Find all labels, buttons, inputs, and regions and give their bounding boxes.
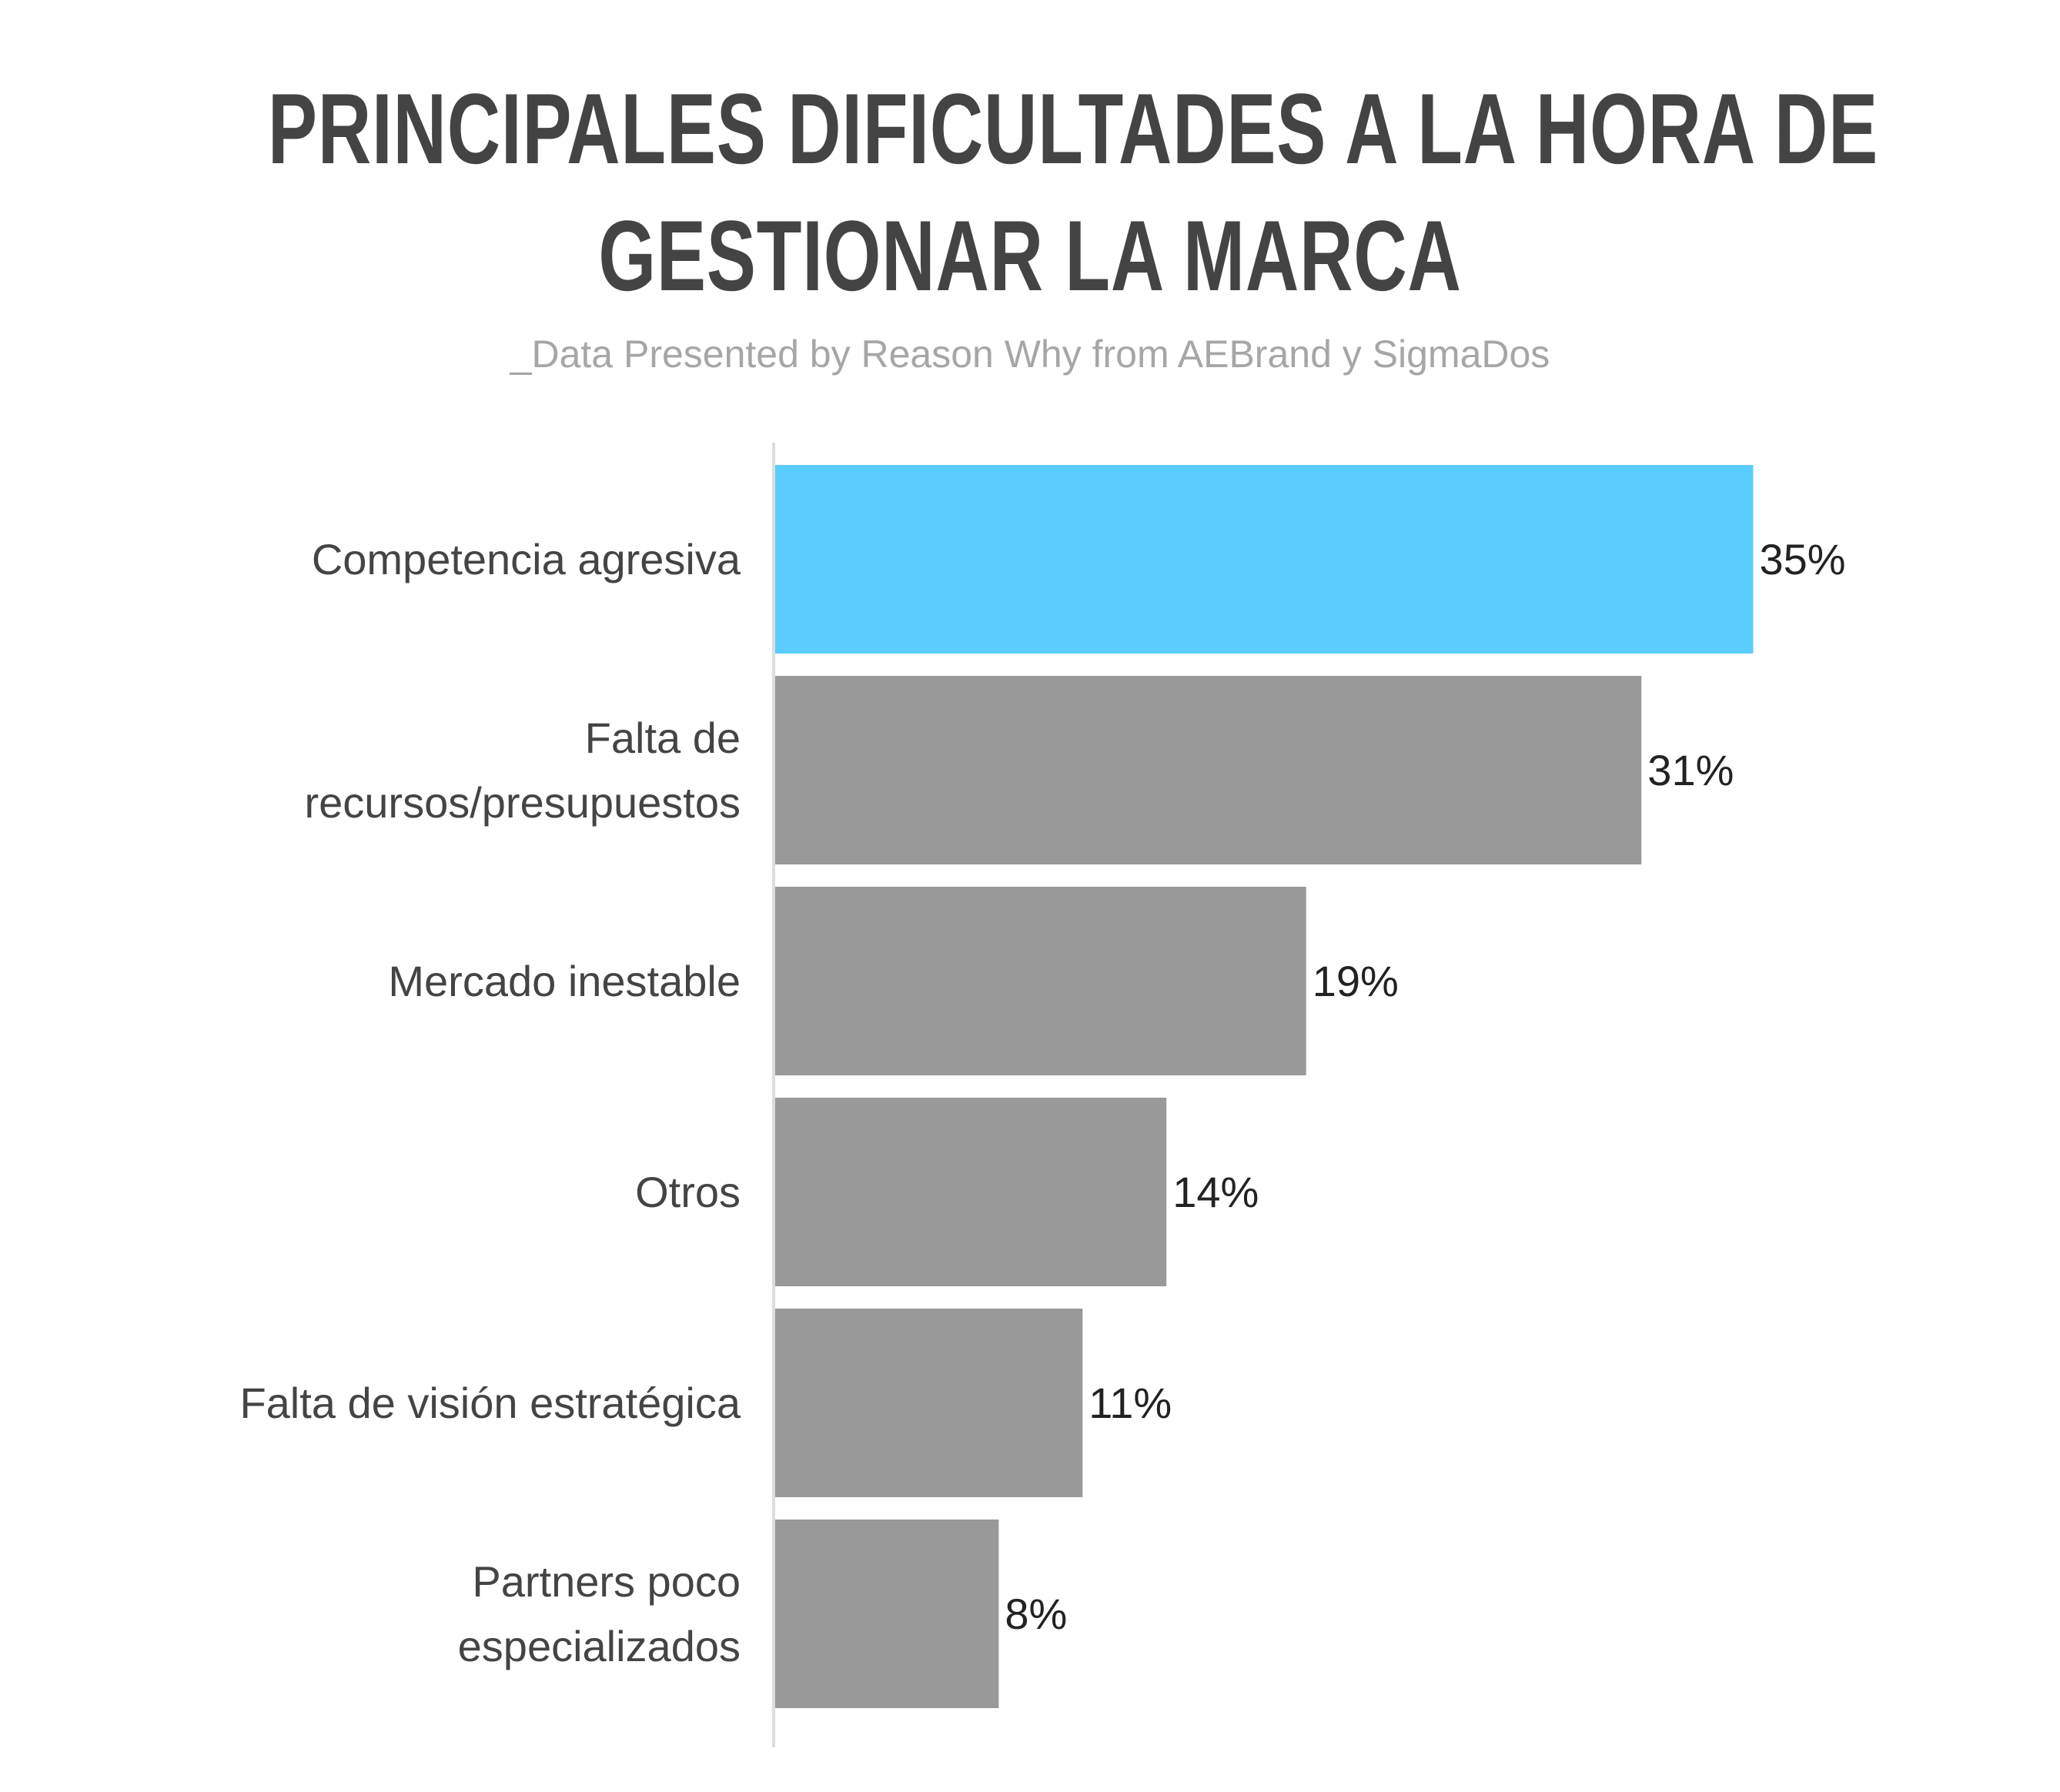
category-label-5-line-1: especializados xyxy=(458,1622,741,1670)
value-label-3: 14% xyxy=(1172,1168,1259,1216)
category-label-1-line-0: Falta de xyxy=(585,714,741,762)
bars-group: 35% Competencia agresiva 31% Falta de recurs… xyxy=(239,465,1846,1708)
value-label-2: 19% xyxy=(1313,957,1399,1005)
category-label-1-line-1: recursos/presupuestos xyxy=(304,778,741,827)
category-label-3: Otros xyxy=(635,1168,741,1216)
bar-0 xyxy=(775,465,1754,654)
bar-3 xyxy=(775,1098,1167,1286)
chart-title-line-2: GESTIONAR LA MARCA xyxy=(598,199,1462,312)
bar-1 xyxy=(775,676,1642,864)
value-label-5: 8% xyxy=(1005,1590,1067,1638)
chart-subtitle: _Data Presented by Reason Why from AEBra… xyxy=(510,333,1550,376)
chart-title: PRINCIPALES DIFICULTADES A LA HORA DE GE… xyxy=(267,65,1878,319)
bar-2 xyxy=(775,887,1306,1075)
value-label-0: 35% xyxy=(1760,535,1846,583)
category-label-2: Mercado inestable xyxy=(388,957,741,1005)
value-label-4: 11% xyxy=(1089,1379,1172,1427)
category-label-0: Competencia agresiva xyxy=(312,535,741,583)
category-label-4: Falta de visión estratégica xyxy=(239,1379,741,1427)
bar-5 xyxy=(775,1520,999,1708)
value-label-1: 31% xyxy=(1647,746,1734,794)
category-label-5-line-0: Partners poco xyxy=(472,1557,741,1606)
chart-title-line-1: PRINCIPALES DIFICULTADES A LA HORA DE xyxy=(267,72,1878,185)
bar-4 xyxy=(775,1309,1083,1497)
